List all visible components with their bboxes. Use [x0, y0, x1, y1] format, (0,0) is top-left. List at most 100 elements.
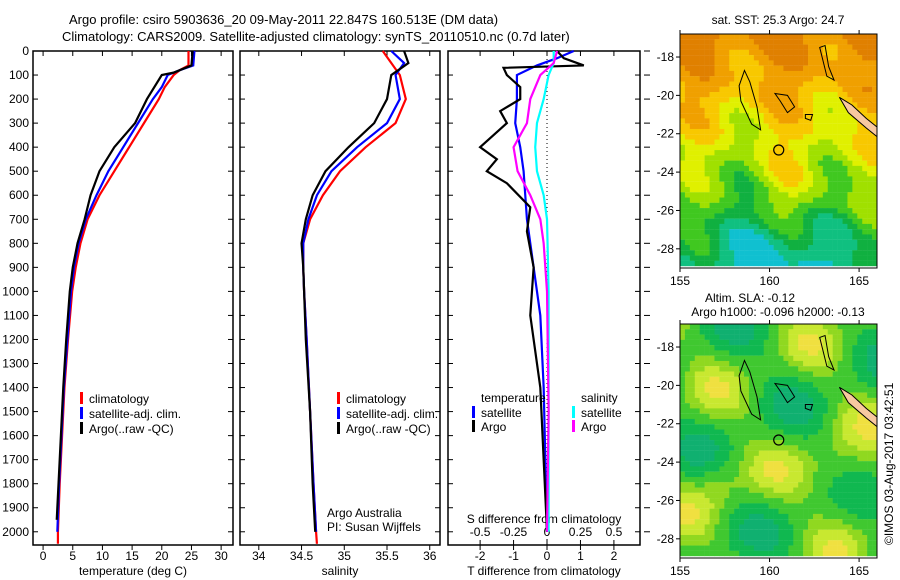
map-cell [817, 181, 824, 188]
map-cell [684, 482, 691, 488]
map-cell [778, 418, 784, 425]
map-cell [753, 376, 760, 383]
map-cell [714, 92, 720, 98]
map-cell [812, 455, 819, 462]
map-cell [803, 70, 809, 77]
map-cell [694, 181, 700, 188]
map-cell [758, 229, 764, 235]
map-cell [867, 360, 873, 367]
map-cell [729, 55, 735, 61]
map-cell [684, 387, 691, 393]
map-cell [778, 445, 784, 451]
map-cell [822, 113, 829, 119]
map-cell [719, 376, 725, 383]
map-cell [798, 49, 804, 56]
map-cell [837, 102, 843, 108]
map-cell [704, 144, 710, 151]
map-cell [758, 165, 764, 172]
map-cell [704, 471, 710, 478]
map-cell [862, 424, 868, 430]
map-cell [714, 487, 720, 493]
map-cell [788, 382, 794, 388]
map-cell [739, 176, 745, 182]
map-cell [857, 461, 863, 467]
x-tick-label: 10 [96, 549, 110, 563]
map-cell [684, 208, 691, 214]
map-cell [689, 408, 696, 414]
map-cell [837, 513, 843, 520]
map-cell [684, 366, 691, 372]
map-cell [852, 334, 858, 340]
map-cell [778, 376, 784, 383]
map-cell [842, 324, 848, 330]
map-cell [817, 128, 824, 135]
map-cell [803, 186, 809, 193]
map-cell [812, 34, 819, 40]
map-cell [798, 476, 804, 483]
map-cell [798, 382, 804, 388]
map-cell [832, 492, 838, 499]
map-y-tick-label: -20 [657, 378, 675, 392]
map-cell [832, 487, 838, 493]
map-cell [808, 260, 814, 267]
map-cell [837, 508, 843, 515]
map-cell [719, 244, 725, 251]
map-cell [680, 324, 686, 330]
map-cell [798, 213, 804, 219]
map-cell [847, 44, 853, 50]
map-cell [699, 424, 705, 430]
map-cell [808, 81, 814, 87]
map-cell [788, 255, 794, 261]
map-cell [827, 76, 833, 82]
map-cell [847, 418, 853, 425]
map-cell [852, 250, 858, 256]
map-cell [793, 371, 799, 377]
map-cell [734, 445, 740, 451]
map-cell [744, 244, 750, 251]
map-cell [832, 360, 838, 367]
map-cell [680, 408, 686, 414]
map-cell [788, 150, 794, 156]
map-cell [739, 255, 745, 261]
map-cell [748, 107, 755, 114]
map-cell [817, 118, 824, 124]
map-cell [689, 366, 696, 372]
map-cell [783, 60, 789, 66]
map-cell [724, 482, 730, 488]
map-cell [739, 102, 745, 108]
map-cell [822, 70, 829, 77]
map-cell [857, 128, 863, 135]
map-cell [788, 192, 794, 198]
map-cell [689, 55, 696, 61]
map-cell [734, 97, 740, 103]
map-cell [768, 424, 774, 430]
map-cell [729, 360, 735, 367]
map-cell [694, 355, 700, 362]
map-cell [724, 244, 730, 251]
map-cell [872, 455, 877, 462]
map-cell [709, 134, 715, 140]
map-cell [714, 350, 720, 356]
map-cell [758, 392, 764, 398]
map-cell [862, 508, 868, 515]
map-cell [734, 482, 740, 488]
map-cell [724, 503, 730, 509]
map-cell [857, 76, 863, 82]
map-cell [748, 434, 755, 441]
map-cell [827, 529, 833, 536]
map-cell [704, 324, 710, 330]
map-cell [734, 155, 740, 161]
map-cell [758, 202, 764, 209]
map-cell [680, 366, 686, 372]
map-cell [694, 324, 700, 330]
map-cell [680, 107, 686, 114]
map-cell [788, 371, 794, 377]
map-cell [852, 508, 858, 515]
map-cell [704, 107, 710, 114]
map-cell [803, 487, 809, 493]
map-cell [689, 534, 696, 541]
map-cell [867, 519, 873, 525]
map-cell [827, 371, 833, 377]
map-cell [788, 218, 794, 225]
map-cell [803, 197, 809, 203]
